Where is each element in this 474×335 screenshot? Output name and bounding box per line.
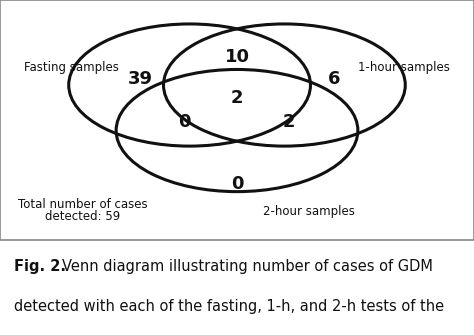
Text: Venn diagram illustrating number of cases of GDM: Venn diagram illustrating number of case… <box>62 259 432 274</box>
Text: Fig. 2.: Fig. 2. <box>14 259 66 274</box>
Text: detected with each of the fasting, 1-h, and 2-h tests of the: detected with each of the fasting, 1-h, … <box>14 299 444 314</box>
Text: 1-hour samples: 1-hour samples <box>358 61 450 74</box>
Text: 39: 39 <box>128 70 152 88</box>
Text: 2: 2 <box>231 89 243 107</box>
Text: Total number of cases: Total number of cases <box>18 198 148 211</box>
Text: 10: 10 <box>225 49 249 66</box>
Text: 2: 2 <box>283 113 295 131</box>
Text: 6: 6 <box>328 70 340 88</box>
Text: 0: 0 <box>231 176 243 193</box>
Text: detected: 59: detected: 59 <box>46 210 120 222</box>
Text: 2-hour samples: 2-hour samples <box>263 205 355 218</box>
Text: Fasting samples: Fasting samples <box>24 61 119 74</box>
Text: 0: 0 <box>179 113 191 131</box>
